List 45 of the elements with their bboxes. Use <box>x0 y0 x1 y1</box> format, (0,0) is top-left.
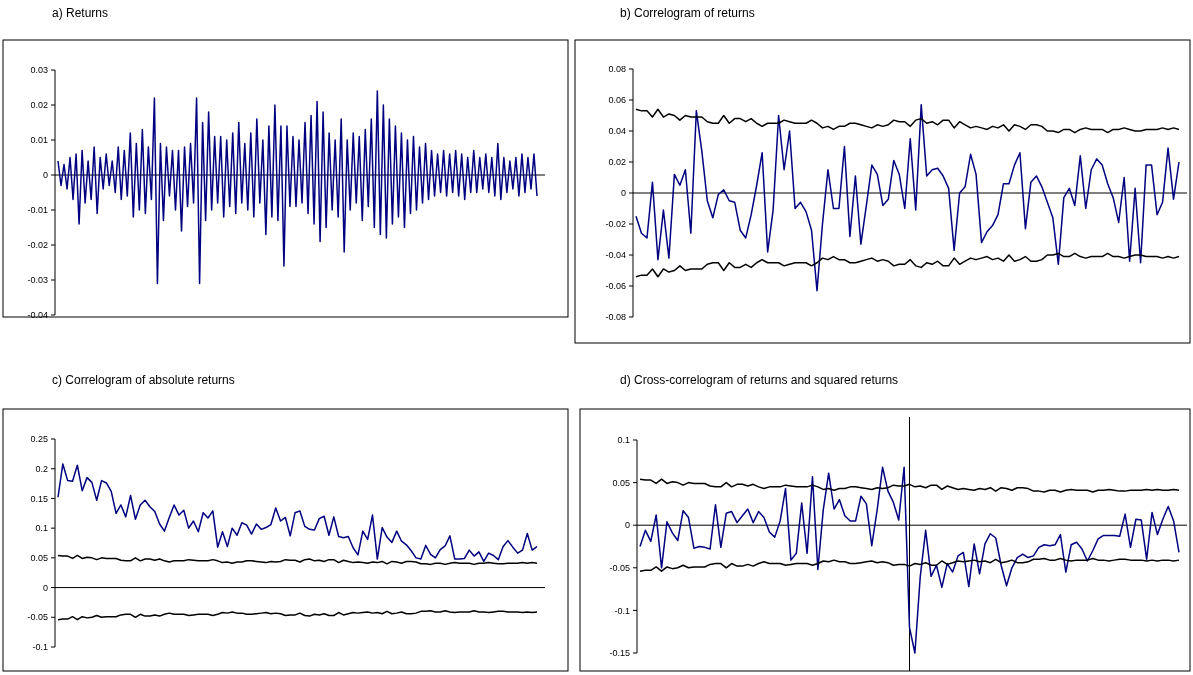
y-tick-label: 0.02 <box>608 157 626 168</box>
y-tick-label: -0.01 <box>27 205 48 216</box>
y-tick-label: 0.03 <box>30 65 48 76</box>
y-tick-label: -0.05 <box>27 612 48 623</box>
line-series <box>57 554 538 566</box>
y-tick-label: 0.15 <box>30 493 48 504</box>
y-tick-label: 0 <box>42 170 48 181</box>
y-tick-label: 0 <box>624 520 630 531</box>
line-series <box>639 466 1180 654</box>
y-tick-label: -0.03 <box>27 275 48 286</box>
line-series <box>635 108 1180 134</box>
y-tick-label: 0.08 <box>608 64 626 75</box>
line-series <box>639 478 1180 493</box>
y-tick-label: 0.1 <box>35 523 48 534</box>
y-tick-label: 0.05 <box>30 553 48 564</box>
y-tick-label: -0.02 <box>27 240 48 251</box>
y-tick-label: -0.1 <box>614 605 630 616</box>
line-series <box>635 103 1180 292</box>
y-tick-label: -0.05 <box>609 562 630 573</box>
chart-title: d) Cross-correlogram of returns and squared returns <box>620 373 899 387</box>
line-series <box>635 252 1180 278</box>
y-tick-label: 0.1 <box>617 435 630 446</box>
y-tick-label: -0.04 <box>27 310 48 321</box>
y-tick-label: -0.15 <box>609 648 630 659</box>
y-tick-label: 0.2 <box>35 463 48 474</box>
y-tick-label: -0.1 <box>32 642 48 653</box>
chart-title: b) Correlogram of returns <box>620 6 755 20</box>
y-tick-label: -0.08 <box>605 312 626 323</box>
y-tick-label: -0.02 <box>605 219 626 230</box>
line-series <box>639 557 1180 572</box>
y-tick-label: -0.04 <box>605 250 626 261</box>
y-tick-label: 0 <box>620 188 626 199</box>
y-tick-label: 0 <box>42 582 48 593</box>
y-tick-label: 0.25 <box>30 434 48 445</box>
y-tick-label: -0.06 <box>605 281 626 292</box>
chart-title: c) Correlogram of absolute returns <box>52 373 235 387</box>
line-series <box>57 90 538 285</box>
y-tick-label: 0.06 <box>608 95 626 106</box>
y-tick-label: 0.02 <box>30 100 48 111</box>
line-series <box>57 463 538 563</box>
chart-title: a) Returns <box>52 6 109 20</box>
y-tick-label: 0.01 <box>30 135 48 146</box>
y-tick-label: 0.05 <box>612 477 630 488</box>
line-series <box>57 610 538 621</box>
y-tick-label: 0.04 <box>608 126 626 137</box>
